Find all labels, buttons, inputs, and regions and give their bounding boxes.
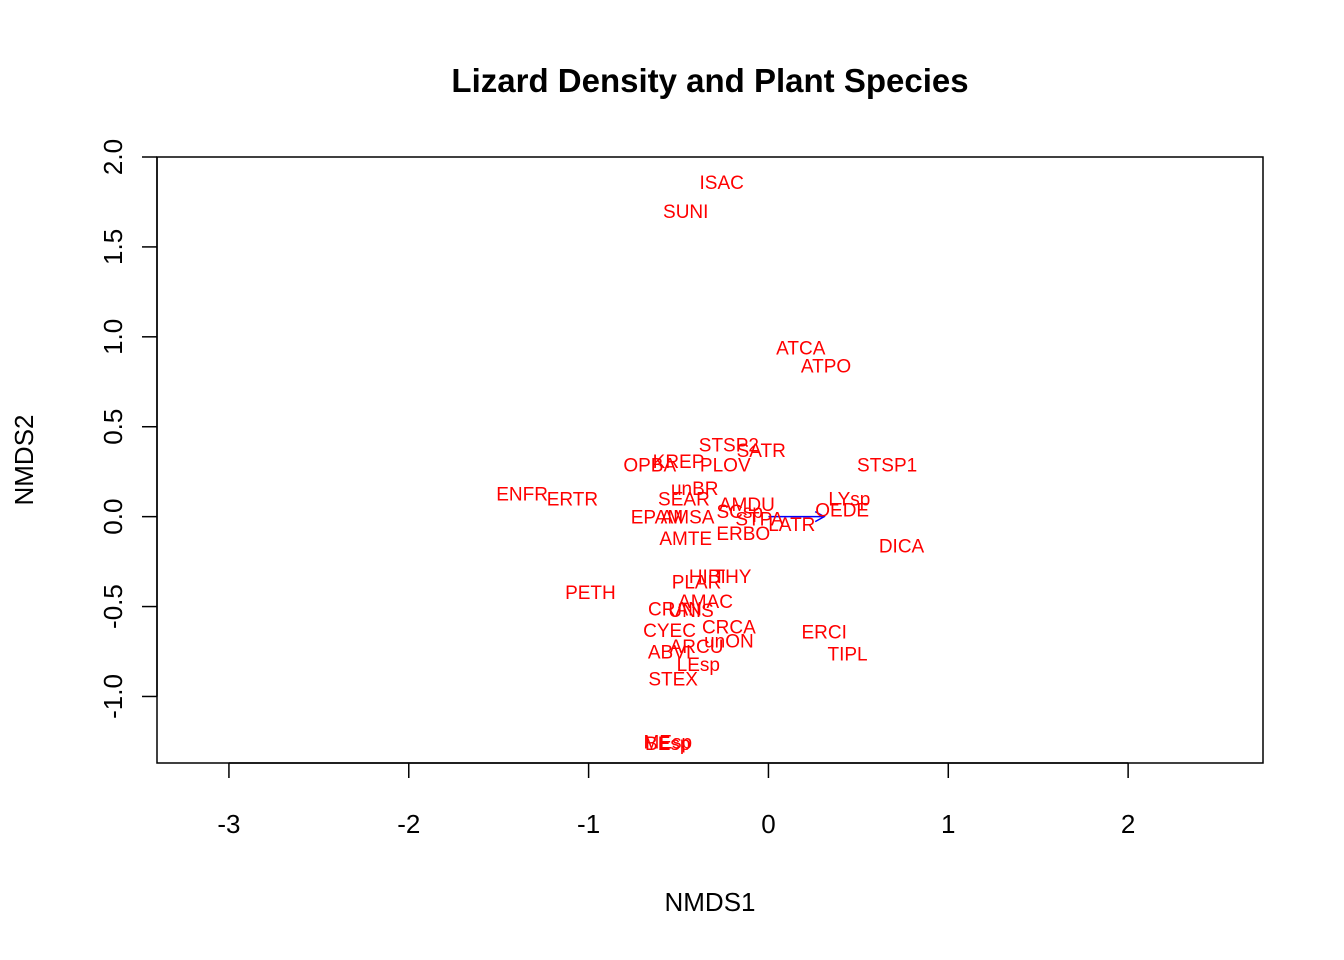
species-label: ERCI (801, 623, 846, 644)
species-label: ERBO (716, 524, 770, 545)
chart-title: Lizard Density and Plant Species (451, 62, 968, 99)
species-label: unBR (671, 479, 719, 500)
x-tick-label: -2 (397, 809, 420, 839)
x-tick-label: -3 (217, 809, 240, 839)
species-label: OPBA (623, 455, 676, 476)
y-tick-label: 0.5 (98, 409, 128, 445)
species-label: STSP2 (699, 436, 759, 457)
species-label: LATR (768, 515, 815, 536)
species-label: CRAN (648, 599, 702, 620)
species-label: TIPL (828, 644, 868, 665)
y-axis-label: NMDS2 (9, 414, 39, 505)
species-label: THY (713, 567, 751, 588)
species-label: CRCA (702, 617, 756, 638)
species-label: MEsp (643, 732, 692, 753)
y-tick-label: 2.0 (98, 139, 128, 175)
species-label: BEsp (645, 734, 690, 755)
x-tick-label: 2 (1121, 809, 1135, 839)
species-label: ERTR (547, 490, 598, 511)
species-label: OEDE (815, 500, 869, 521)
vector-arrow-head (814, 510, 826, 523)
x-tick-label: 0 (761, 809, 775, 839)
species-label: STSP1 (857, 455, 917, 476)
density-vector (768, 510, 826, 523)
x-tick-label: -1 (577, 809, 600, 839)
species-label: ATCA (776, 339, 826, 360)
species-label: CYEC (643, 621, 696, 642)
species-label: EPAM (631, 508, 683, 529)
y-tick-label: -0.5 (98, 584, 128, 629)
species-label: ARCU (670, 637, 724, 658)
species-label: PLOV (700, 455, 751, 476)
species-label: SATR (737, 441, 786, 462)
species-label: AMSA (661, 508, 715, 529)
species-label: LYsp (828, 490, 870, 511)
x-tick-label: 1 (941, 809, 955, 839)
species-label: SUNI (663, 202, 708, 223)
species-label: AMAC (678, 592, 733, 613)
species-label: ENFR (496, 484, 548, 505)
x-axis-label: NMDS1 (664, 887, 755, 917)
y-tick-label: 0.0 (98, 499, 128, 535)
species-label: ATPO (801, 357, 851, 378)
species-label: ABVI (648, 643, 691, 664)
species-label: LEsp (677, 655, 720, 676)
species-label: HIBI (689, 567, 726, 588)
species-label: SEAR (658, 490, 710, 511)
species-label: PETH (565, 583, 616, 604)
species-label: STPA (735, 509, 784, 530)
y-tick-label: -1.0 (98, 674, 128, 719)
species-label: unON (704, 632, 754, 653)
species-label: SCsp (716, 502, 762, 523)
species-label: ISAC (700, 173, 744, 194)
y-axis: -1.0 -0.5 0.0 0.5 1.0 1.5 2.0 (98, 139, 158, 719)
species-label: KREP (653, 452, 705, 473)
y-tick-label: 1.0 (98, 319, 128, 355)
species-label: AMDU (719, 495, 775, 516)
species-label: DICA (879, 536, 925, 557)
y-tick-label: 1.5 (98, 229, 128, 265)
species-label: PLAR (672, 572, 722, 593)
species-label: UNIS (668, 601, 713, 622)
species-label: STEX (648, 669, 698, 690)
x-axis: -3 -2 -1 0 1 2 (217, 762, 1135, 839)
species-label: AMTE (659, 529, 712, 550)
